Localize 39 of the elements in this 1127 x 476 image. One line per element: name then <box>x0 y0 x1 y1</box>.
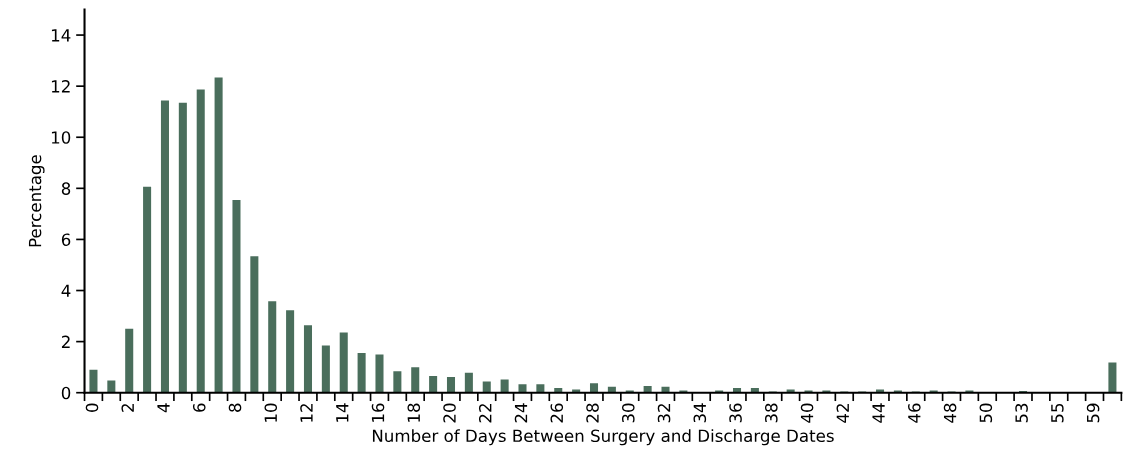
x-tick-label: 46 <box>908 403 921 423</box>
x-tick-label: 4 <box>157 403 170 413</box>
x-tick-label: 12 <box>300 404 313 422</box>
x-tick-label: 2 <box>121 404 134 412</box>
x-tick-label: 55 <box>1051 403 1064 423</box>
x-tick-label: 40 <box>800 403 814 423</box>
y-tick-label: 14 <box>51 29 71 42</box>
x-tick-label: 38 <box>765 403 778 423</box>
y-tick-label: 0 <box>61 386 71 400</box>
x-tick-label: 24 <box>514 403 528 423</box>
x-tick-label: 53 <box>1015 403 1028 423</box>
x-tick-label: 6 <box>192 403 206 412</box>
x-tick-label: 32 <box>657 404 671 423</box>
y-tick-label: 2 <box>61 335 70 348</box>
x-tick-label: 50 <box>979 403 993 423</box>
y-tick-label: 6 <box>61 233 71 246</box>
x-tick-label: 20 <box>443 403 456 423</box>
x-tick-label: 59 <box>1086 403 1100 423</box>
x-tick-label: 30 <box>621 403 635 423</box>
x-tick-label: 28 <box>586 403 599 423</box>
x-tick-label: 18 <box>407 403 421 422</box>
x-tick-label: 34 <box>693 403 707 423</box>
y-tick-label: 10 <box>51 131 71 144</box>
x-tick-label: 16 <box>371 403 385 422</box>
x-tick-label: 14 <box>336 403 349 422</box>
y-axis-title: Percentage <box>28 155 45 247</box>
x-axis-title: Number of Days Between Surgery and Discharge Dates <box>372 429 834 446</box>
x-tick-label: 36 <box>729 403 742 423</box>
x-tick-label: 8 <box>228 403 242 412</box>
y-tick-label: 12 <box>51 80 70 93</box>
x-tick-label: 44 <box>872 403 885 423</box>
x-tick-label: 10 <box>264 403 278 422</box>
x-tick-label: 22 <box>478 404 492 423</box>
y-tick-label: 8 <box>61 182 71 195</box>
x-tick-label: 42 <box>836 404 849 423</box>
x-tick-label: 48 <box>943 403 957 423</box>
y-tick-label: 4 <box>61 284 71 297</box>
x-tick-label: 26 <box>550 403 564 423</box>
x-tick-label: 0 <box>85 403 99 412</box>
